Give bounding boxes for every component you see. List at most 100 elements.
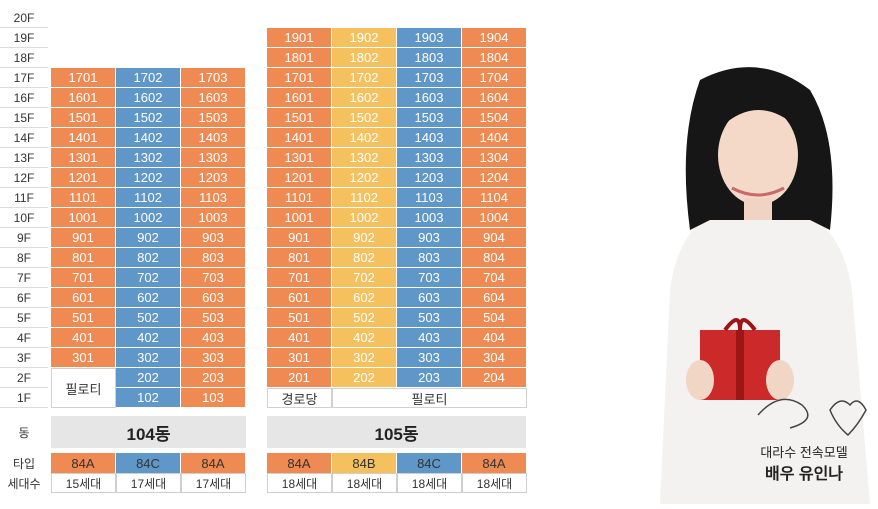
unit-cell: 901 [267, 228, 332, 248]
unit-cell: 1504 [462, 108, 527, 128]
floor-label: 2F [0, 368, 48, 388]
building-105-name: 105동 [267, 416, 526, 448]
unit-cell: 1702 [116, 68, 181, 88]
unit-cell: 1503 [181, 108, 246, 128]
unit-cell: 1601 [51, 88, 116, 108]
unit-cell: 602 [116, 288, 181, 308]
households-cell: 18세대 [397, 473, 462, 493]
unit-cell: 1401 [51, 128, 116, 148]
unit-cell: 803 [397, 248, 462, 268]
unit-cell: 202 [332, 368, 397, 388]
unit-cell: 1203 [397, 168, 462, 188]
unit-cell: 1001 [267, 208, 332, 228]
unit-cell: 1501 [51, 108, 116, 128]
unit-cell: 903 [397, 228, 462, 248]
unit-cell: 303 [397, 348, 462, 368]
unit-cell: 501 [51, 308, 116, 328]
floor-label: 17F [0, 68, 48, 88]
unit-cell: 703 [397, 268, 462, 288]
households-cell: 15세대 [51, 473, 116, 493]
unit-cell: 702 [332, 268, 397, 288]
unit-cell: 1001 [51, 208, 116, 228]
unit-cell: 204 [462, 368, 527, 388]
unit-cell: 1602 [332, 88, 397, 108]
unit-cell: 701 [51, 268, 116, 288]
unit-cell: 404 [462, 328, 527, 348]
unit-cell: 301 [51, 348, 116, 368]
unit-cell: 603 [397, 288, 462, 308]
floor-label: 12F [0, 168, 48, 188]
unit-cell: 1101 [267, 188, 332, 208]
unit-cell: 601 [267, 288, 332, 308]
unit-cell: 1003 [181, 208, 246, 228]
unit-cell: 1302 [332, 148, 397, 168]
unit-cell: 1204 [462, 168, 527, 188]
type-cell: 84C [397, 453, 462, 473]
piloti-label: 필로티 [51, 368, 116, 408]
unit-cell: 1803 [397, 48, 462, 68]
unit-cell: 902 [332, 228, 397, 248]
unit-cell: 1103 [397, 188, 462, 208]
unit-cell: 1304 [462, 148, 527, 168]
unit-cell: 1704 [462, 68, 527, 88]
floor-label: 7F [0, 268, 48, 288]
type-cell: 84C [116, 453, 181, 473]
unit-cell: 402 [116, 328, 181, 348]
type-cell: 84A [181, 453, 246, 473]
unit-cell: 1404 [462, 128, 527, 148]
unit-cell: 1703 [397, 68, 462, 88]
unit-cell: 602 [332, 288, 397, 308]
floor-label: 4F [0, 328, 48, 348]
floor-label: 10F [0, 208, 48, 228]
floor-label: 5F [0, 308, 48, 328]
unit-cell: 1301 [51, 148, 116, 168]
unit-cell: 402 [332, 328, 397, 348]
unit-cell: 503 [397, 308, 462, 328]
unit-cell: 1302 [116, 148, 181, 168]
floor-label: 11F [0, 188, 48, 208]
unit-cell: 201 [267, 368, 332, 388]
unit-cell: 1002 [116, 208, 181, 228]
unit-cell: 1303 [181, 148, 246, 168]
households-cell: 18세대 [332, 473, 397, 493]
unit-cell: 1301 [267, 148, 332, 168]
piloti-label: 필로티 [332, 388, 527, 408]
unit-cell: 802 [116, 248, 181, 268]
unit-cell: 1503 [397, 108, 462, 128]
unit-cell: 1802 [332, 48, 397, 68]
unit-cell: 403 [397, 328, 462, 348]
type-cell: 84A [267, 453, 332, 473]
unit-cell: 1601 [267, 88, 332, 108]
unit-cell: 801 [267, 248, 332, 268]
floor-label: 16F [0, 88, 48, 108]
unit-cell: 202 [116, 368, 181, 388]
unit-cell: 1104 [462, 188, 527, 208]
floor-label: 15F [0, 108, 48, 128]
model-photo [640, 60, 878, 504]
unit-cell: 804 [462, 248, 527, 268]
floor-label: 6F [0, 288, 48, 308]
building-104-name: 104동 [51, 416, 246, 448]
unit-cell: 1402 [116, 128, 181, 148]
type-cell: 84B [332, 453, 397, 473]
unit-cell: 1603 [397, 88, 462, 108]
households-cell: 18세대 [267, 473, 332, 493]
floor-label: 20F [0, 8, 48, 28]
unit-cell: 1202 [116, 168, 181, 188]
unit-cell: 1701 [267, 68, 332, 88]
unit-cell: 1202 [332, 168, 397, 188]
unit-cell: 1303 [397, 148, 462, 168]
households-cell: 17세대 [181, 473, 246, 493]
unit-cell: 1502 [332, 108, 397, 128]
unit-cell: 1701 [51, 68, 116, 88]
row-label-dong: 동 [18, 425, 30, 440]
unit-cell: 304 [462, 348, 527, 368]
unit-cell: 1501 [267, 108, 332, 128]
gyeongrodang-label: 경로당 [267, 388, 332, 408]
unit-cell: 904 [462, 228, 527, 248]
unit-cell: 1203 [181, 168, 246, 188]
type-cell: 84A [51, 453, 116, 473]
unit-cell: 903 [181, 228, 246, 248]
floor-label: 9F [0, 228, 48, 248]
unit-cell: 1602 [116, 88, 181, 108]
